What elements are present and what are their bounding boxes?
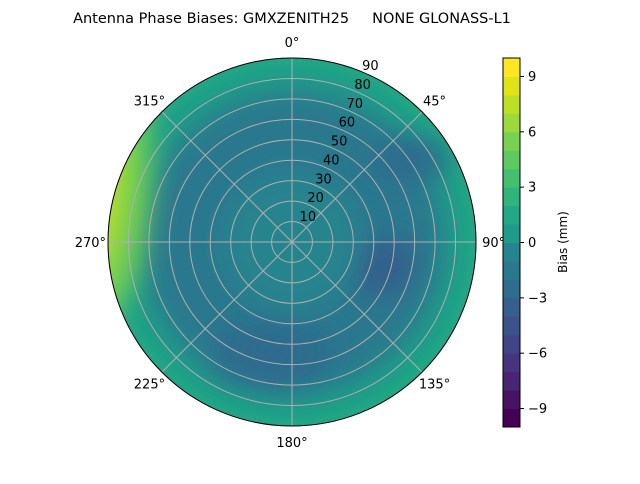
field-high-region (108, 58, 150, 322)
angular-tick-label: 315° (134, 95, 165, 110)
angular-tick-label: 225° (134, 377, 165, 392)
angular-tick-label: 90° (482, 236, 505, 251)
colorbar-level (503, 316, 520, 336)
colorbar-level (503, 297, 520, 317)
colorbar-level (503, 334, 520, 354)
colorbar-level (503, 242, 520, 262)
colorbar-level (503, 187, 520, 207)
angular-gridline (161, 111, 293, 243)
colorbar-tick-label: 9 (528, 70, 536, 85)
radial-tick-label: 40 (323, 153, 340, 168)
chart-title: Antenna Phase Biases: GMXZENITH25 NONE G… (73, 11, 511, 27)
radial-tick-label: 20 (307, 191, 324, 206)
field-low-core (365, 253, 397, 279)
colorbar-tick-label: 6 (528, 125, 536, 140)
radial-tick-label: 90 (362, 59, 379, 74)
colorbar-level (503, 150, 520, 170)
radial-tick-label: 30 (315, 172, 332, 187)
colorbar-tick-label: −3 (528, 291, 547, 306)
colorbar-tick-label: 3 (528, 181, 536, 196)
colorbar-level (503, 94, 520, 114)
colorbar-level (503, 390, 520, 410)
colorbar-level (503, 353, 520, 373)
angular-gridline (291, 111, 423, 243)
colorbar-tick-label: −6 (528, 347, 547, 362)
colorbar-level (503, 279, 520, 299)
radial-tick-label: 50 (331, 135, 348, 150)
radial-tick-label: 60 (339, 116, 356, 131)
angular-tick-label: 45° (423, 95, 446, 110)
colorbar-level (503, 113, 520, 133)
angular-tick-label: 0° (285, 36, 300, 51)
polar-grid (107, 57, 477, 427)
colorbar-level (503, 76, 520, 96)
colorbar-tick-label: 0 (528, 236, 536, 251)
radial-tick-label: 10 (300, 210, 317, 225)
angular-tick-label: 270° (75, 236, 106, 251)
colorbar-label: Bias (mm) (556, 211, 570, 273)
angular-gridline (161, 241, 293, 373)
angular-gridline (291, 241, 423, 373)
colorbar-level (503, 408, 520, 428)
colorbar-level (503, 58, 520, 77)
radial-tick-label: 70 (346, 97, 363, 112)
polar-frame (107, 57, 477, 427)
angular-tick-label: 135° (419, 377, 450, 392)
colorbar-level (503, 131, 520, 151)
colorbar-level (503, 260, 520, 280)
colorbar-level (503, 371, 520, 391)
colorbar-level (503, 168, 520, 188)
colorbar: 9 6 3 0 −3 −6 −9 (502, 57, 547, 428)
radial-tick-label: 80 (354, 78, 371, 93)
colorbar-level (503, 205, 520, 225)
colorbar-level (503, 224, 520, 243)
angular-tick-label: 180° (276, 436, 307, 451)
colorbar-tick-label: −9 (528, 402, 547, 417)
